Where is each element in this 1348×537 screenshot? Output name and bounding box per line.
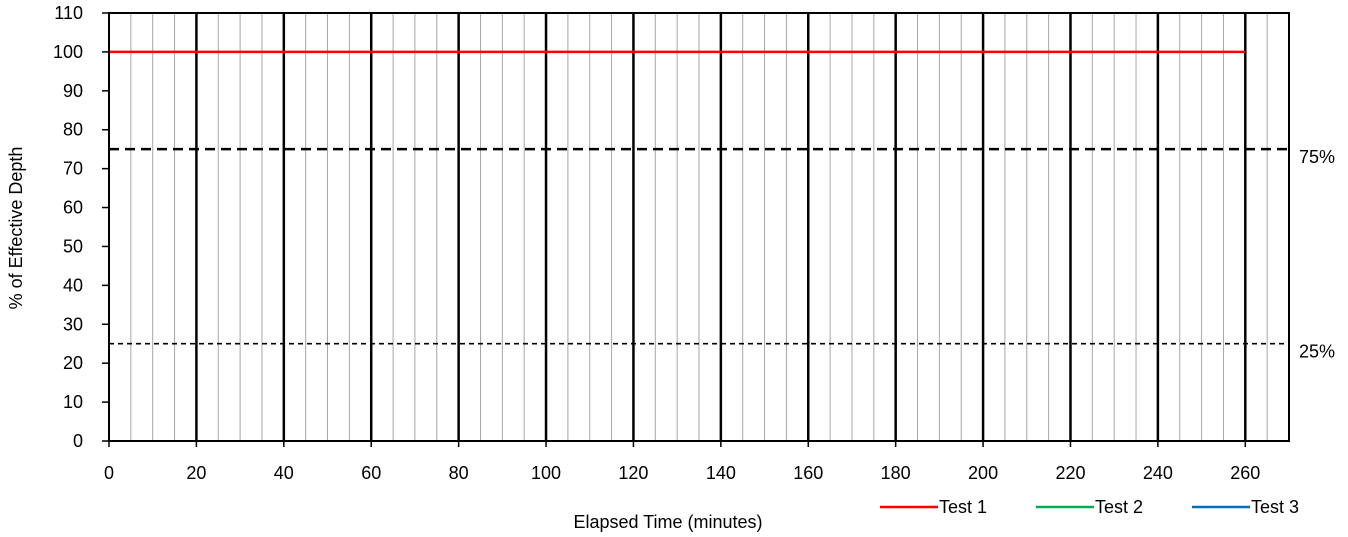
x-tick-label: 20: [186, 463, 206, 483]
y-tick-label: 0: [73, 431, 83, 451]
x-tick-label: 100: [531, 463, 561, 483]
x-tick-label: 240: [1143, 463, 1173, 483]
legend-label: Test 2: [1095, 497, 1143, 517]
y-axis-ticks: 0 10 20 30 40 50 60 70 80 90 100 110: [53, 3, 109, 451]
plot-frame: [108, 12, 1290, 442]
x-tick-label: 40: [274, 463, 294, 483]
y-tick-label: 60: [63, 198, 83, 218]
legend-label: Test 3: [1251, 497, 1299, 517]
x-tick-label: 220: [1055, 463, 1085, 483]
x-tick-label: 0: [104, 463, 114, 483]
x-tick-label: 60: [361, 463, 381, 483]
y-tick-label: 10: [63, 392, 83, 412]
y-tick-label: 20: [63, 353, 83, 373]
y-tick-label: 100: [53, 42, 83, 62]
x-tick-label: 200: [968, 463, 998, 483]
x-tick-label: 180: [881, 463, 911, 483]
y-tick-label: 50: [63, 236, 83, 256]
reference-label: 25%: [1299, 342, 1335, 362]
y-tick-label: 30: [63, 314, 83, 334]
y-axis-title: % of Effective Depth: [6, 147, 26, 310]
x-tick-label: 160: [793, 463, 823, 483]
y-tick-label: 70: [63, 159, 83, 179]
x-axis-title: Elapsed Time (minutes): [573, 512, 762, 532]
x-tick-label: 140: [706, 463, 736, 483]
x-axis-ticks: 0 20 40 60 80 100 120 140 160 180 200 220 240 260: [104, 441, 1260, 483]
reference-lines: [109, 147, 1289, 345]
x-tick-label: 80: [449, 463, 469, 483]
y-tick-label: 110: [54, 3, 83, 23]
plot-border: [108, 12, 1290, 442]
legend-label: Test 1: [939, 497, 987, 517]
x-tick-label: 260: [1230, 463, 1260, 483]
y-tick-label: 90: [63, 81, 83, 101]
x-tick-label: 120: [618, 463, 648, 483]
reference-label: 75%: [1299, 147, 1335, 167]
reference-labels: 75% 25%: [1299, 147, 1335, 362]
y-tick-label: 40: [63, 275, 83, 295]
y-tick-label: 80: [63, 120, 83, 140]
major-gridlines: [195, 13, 1247, 441]
minor-gridlines: [130, 13, 1268, 441]
legend: Test 1 Test 2 Test 3: [880, 497, 1299, 517]
